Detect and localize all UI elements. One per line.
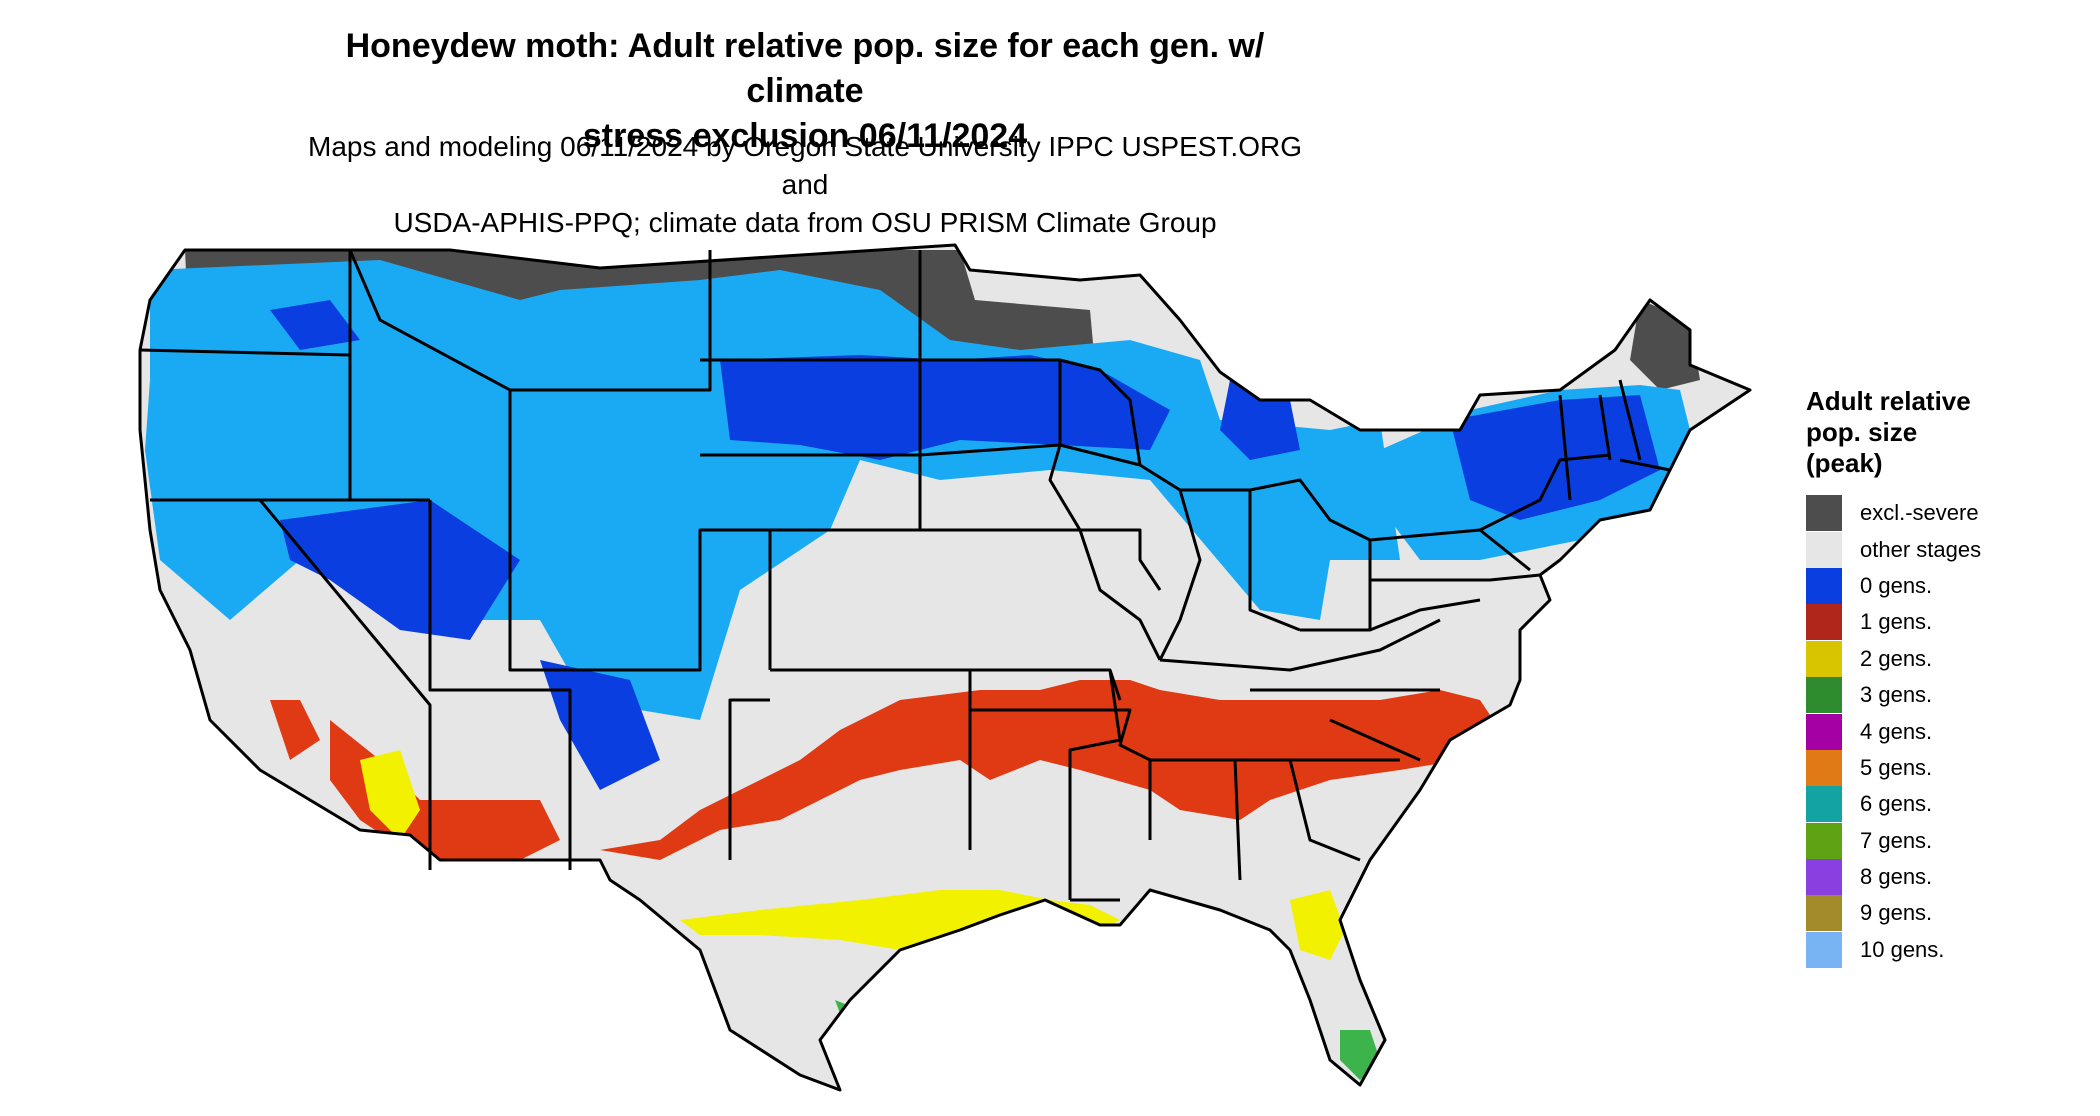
- legend-item: 4 gens.: [1806, 713, 2076, 750]
- legend-label: excl.-severe: [1860, 500, 1979, 526]
- legend-item: 9 gens.: [1806, 895, 2076, 932]
- subtitle-line-2: USDA-APHIS-PPQ; climate data from OSU PR…: [393, 207, 1217, 238]
- legend-label: 10 gens.: [1860, 936, 1945, 962]
- subtitle-line-1: Maps and modeling 06/11/2024 by Oregon S…: [308, 131, 1302, 200]
- one-gen-zone: [270, 680, 1500, 870]
- legend-swatch: [1806, 786, 1842, 823]
- legend-item: 7 gens.: [1806, 822, 2076, 859]
- legend-label: 9 gens.: [1860, 900, 1933, 926]
- legend: Adult relative pop. size (peak) excl.-se…: [1806, 386, 2076, 968]
- three-gens-zone: [835, 1000, 1380, 1080]
- legend-label: 0 gens.: [1860, 572, 1933, 598]
- legend-items: excl.-severe other stages 0 gens. 1 gens. 2 …: [1806, 495, 2076, 968]
- map-title: Honeydew moth: Adult relative pop. size …: [300, 24, 1310, 159]
- us-map: [120, 230, 1780, 1110]
- legend-swatch: [1806, 640, 1842, 677]
- legend-swatch: [1806, 749, 1842, 786]
- legend-item: excl.-severe: [1806, 495, 2076, 532]
- state-lines-east: [1180, 379, 1671, 762]
- legend-swatch: [1806, 859, 1842, 896]
- legend-swatch: [1806, 604, 1842, 641]
- title-line-1: Honeydew moth: Adult relative pop. size …: [345, 27, 1265, 110]
- legend-title-line-3: (peak): [1806, 448, 1883, 478]
- legend-swatch: [1806, 713, 1842, 750]
- legend-title-line-1: Adult relative: [1806, 386, 1971, 416]
- legend-swatch: [1806, 677, 1842, 714]
- legend-label: 7 gens.: [1860, 827, 1933, 853]
- legend-swatch: [1806, 931, 1842, 968]
- legend-label: 5 gens.: [1860, 754, 1933, 780]
- legend-label: 3 gens.: [1860, 682, 1933, 708]
- legend-swatch: [1806, 895, 1842, 932]
- legend-swatch: [1806, 567, 1842, 604]
- legend-swatch: [1806, 495, 1842, 532]
- state-borders: [138, 243, 1752, 1092]
- legend-swatch: [1806, 531, 1842, 568]
- legend-item: 5 gens.: [1806, 749, 2076, 786]
- legend-item: 1 gens.: [1806, 604, 2076, 641]
- legend-label: 6 gens.: [1860, 791, 1933, 817]
- legend-label: 8 gens.: [1860, 864, 1933, 890]
- legend-title: Adult relative pop. size (peak): [1806, 386, 2076, 479]
- legend-item: 2 gens.: [1806, 640, 2076, 677]
- us-outline: [138, 243, 1752, 1092]
- legend-title-line-2: pop. size: [1806, 417, 1918, 447]
- legend-item: other stages: [1806, 531, 2076, 568]
- zero-gens-dark-zone: [270, 300, 1660, 790]
- legend-swatch: [1806, 822, 1842, 859]
- title-line-2: stress exclusion 06/11/2024: [582, 117, 1028, 155]
- two-gens-zone: [360, 750, 1345, 960]
- legend-label: other stages: [1860, 536, 1982, 562]
- legend-item: 0 gens.: [1806, 567, 2076, 604]
- legend-item: 8 gens.: [1806, 859, 2076, 896]
- legend-label: 4 gens.: [1860, 718, 1933, 744]
- legend-item: 3 gens.: [1806, 677, 2076, 714]
- legend-label: 1 gens.: [1860, 609, 1933, 635]
- map-subtitle: Maps and modeling 06/11/2024 by Oregon S…: [300, 128, 1310, 242]
- legend-item: 6 gens.: [1806, 786, 2076, 823]
- legend-label: 2 gens.: [1860, 645, 1933, 671]
- legend-item: 10 gens.: [1806, 931, 2076, 968]
